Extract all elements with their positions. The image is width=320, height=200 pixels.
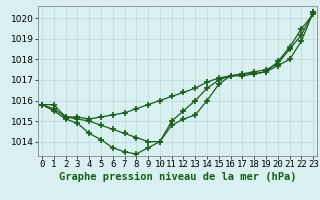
- X-axis label: Graphe pression niveau de la mer (hPa): Graphe pression niveau de la mer (hPa): [59, 172, 296, 182]
